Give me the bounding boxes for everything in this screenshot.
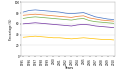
under 45 — [41, 10, 42, 11]
65-74 — [83, 24, 84, 25]
55-64 — [41, 17, 42, 18]
under 45 — [77, 13, 78, 14]
Line: 55-64: 55-64 — [23, 17, 114, 23]
45-54 — [41, 14, 42, 15]
45-54 — [59, 16, 60, 17]
under 45 — [107, 19, 108, 20]
55-64 — [35, 16, 36, 17]
65-74 — [89, 24, 90, 25]
65-74 — [22, 23, 24, 24]
75+ — [83, 37, 84, 38]
55-64 — [47, 17, 48, 18]
Line: under 45: under 45 — [23, 10, 114, 20]
55-64 — [53, 18, 54, 19]
75+ — [89, 38, 90, 39]
65-74 — [77, 24, 78, 25]
under 45 — [59, 12, 60, 13]
75+ — [77, 38, 78, 39]
75+ — [65, 38, 66, 39]
65-74 — [47, 23, 48, 24]
45-54 — [113, 21, 114, 22]
75+ — [47, 37, 48, 38]
Line: 65-74: 65-74 — [23, 23, 114, 28]
45-54 — [77, 16, 78, 17]
65-74 — [65, 25, 66, 26]
45-54 — [29, 14, 30, 15]
65-74 — [29, 23, 30, 24]
75+ — [41, 36, 42, 37]
under 45 — [22, 12, 24, 13]
55-64 — [71, 20, 72, 21]
45-54 — [83, 15, 84, 16]
65-74 — [107, 27, 108, 28]
65-74 — [35, 22, 36, 23]
55-64 — [113, 23, 114, 24]
under 45 — [29, 10, 30, 11]
75+ — [29, 36, 30, 37]
75+ — [101, 39, 102, 40]
Line: 45-54: 45-54 — [23, 14, 114, 21]
65-74 — [59, 24, 60, 25]
45-54 — [47, 15, 48, 16]
under 45 — [53, 11, 54, 12]
under 45 — [71, 13, 72, 14]
75+ — [95, 38, 96, 39]
under 45 — [35, 9, 36, 10]
45-54 — [65, 16, 66, 17]
65-74 — [101, 26, 102, 27]
55-64 — [107, 22, 108, 23]
75+ — [71, 38, 72, 39]
55-64 — [89, 20, 90, 21]
45-54 — [89, 17, 90, 18]
65-74 — [53, 24, 54, 25]
65-74 — [113, 27, 114, 28]
45-54 — [22, 15, 24, 16]
45-54 — [71, 17, 72, 18]
45-54 — [53, 15, 54, 16]
75+ — [113, 39, 114, 40]
75+ — [35, 36, 36, 37]
under 45 — [65, 13, 66, 14]
55-64 — [22, 18, 24, 19]
75+ — [53, 37, 54, 38]
45-54 — [101, 20, 102, 21]
under 45 — [47, 10, 48, 11]
45-54 — [35, 14, 36, 15]
45-54 — [95, 19, 96, 20]
55-64 — [59, 19, 60, 20]
65-74 — [41, 23, 42, 24]
under 45 — [113, 19, 114, 20]
under 45 — [101, 17, 102, 18]
X-axis label: Years: Years — [64, 66, 73, 70]
under 45 — [83, 12, 84, 13]
75+ — [107, 39, 108, 40]
55-64 — [77, 19, 78, 20]
55-64 — [101, 22, 102, 23]
75+ — [22, 37, 24, 38]
55-64 — [83, 18, 84, 19]
75+ — [59, 37, 60, 38]
Y-axis label: Percentage (%): Percentage (%) — [9, 18, 13, 40]
Line: 75+: 75+ — [23, 36, 114, 40]
55-64 — [95, 21, 96, 22]
under 45 — [95, 16, 96, 17]
45-54 — [107, 20, 108, 21]
55-64 — [65, 19, 66, 20]
under 45 — [89, 14, 90, 15]
55-64 — [29, 17, 30, 18]
